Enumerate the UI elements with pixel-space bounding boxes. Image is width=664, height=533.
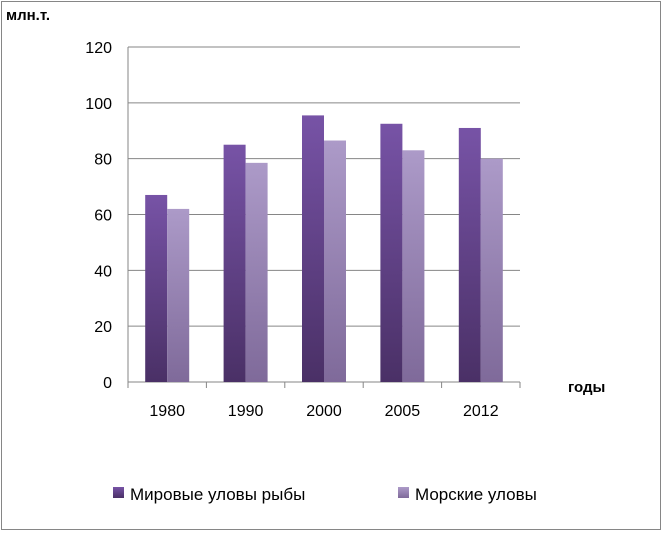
bar-sea-catch-2000 [324, 140, 346, 382]
bar-world-catch-2000 [302, 115, 324, 382]
legend-swatch-world-catch [113, 487, 124, 498]
legend-swatch-sea-catch [398, 487, 409, 498]
y-axis-label: млн.т. [6, 7, 50, 24]
bar-sea-catch-1980 [167, 208, 190, 382]
x-tick-label-2000: 2000 [306, 403, 342, 420]
y-tick-label-120: 120 [85, 40, 112, 57]
bar-world-catch-2012 [458, 127, 481, 382]
bar-world-catch-1980 [145, 194, 168, 382]
gridlines [128, 46, 520, 327]
y-tick-labels: 0 20 40 60 80 100 120 [85, 40, 112, 392]
legend-label-sea-catch: Морские уловы [415, 485, 537, 504]
bars [145, 115, 503, 382]
y-tick-label-20: 20 [94, 319, 112, 336]
x-tick-label-2005: 2005 [385, 403, 421, 420]
bar-sea-catch-2012 [480, 158, 503, 382]
x-tick-label-2012: 2012 [463, 403, 499, 420]
x-tick-label-1980: 1980 [149, 403, 185, 420]
legend: Мировые уловы рыбы Морские уловы [113, 485, 537, 504]
y-tick-label-0: 0 [103, 375, 112, 392]
y-tick-label-60: 60 [94, 208, 112, 225]
y-tick-label-80: 80 [94, 152, 112, 169]
y-tick-label-100: 100 [85, 96, 112, 113]
x-tick-label-1990: 1990 [228, 403, 264, 420]
legend-label-world-catch: Мировые уловы рыбы [130, 485, 305, 504]
bar-world-catch-1990 [223, 144, 246, 382]
bar-sea-catch-2005 [402, 150, 425, 382]
bar-sea-catch-1990 [245, 162, 268, 382]
x-tick-labels: 1980 1990 2000 2005 2012 [149, 403, 498, 420]
x-axis-label: годы [568, 379, 605, 396]
bar-world-catch-2005 [380, 123, 403, 382]
y-tick-label-40: 40 [94, 263, 112, 280]
